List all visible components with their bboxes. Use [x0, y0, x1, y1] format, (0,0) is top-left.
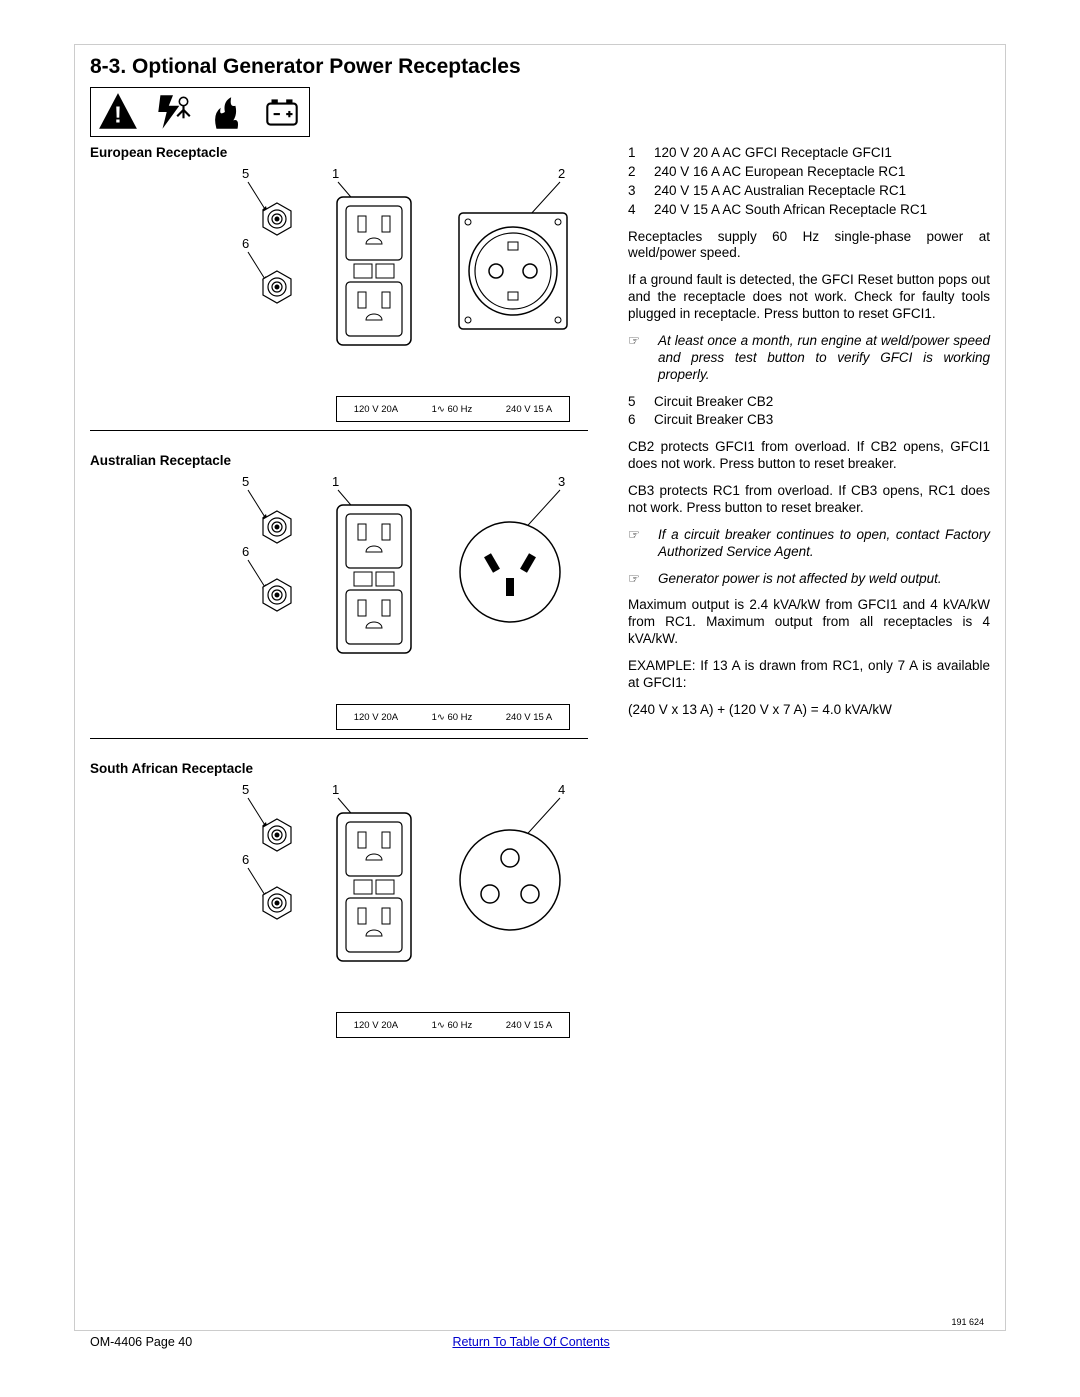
rc1-receptacle-icon [458, 212, 568, 335]
breaker-cb2-icon [260, 510, 294, 549]
receptacle-title: Australian Receptacle [90, 453, 588, 468]
legend-num: 2 [628, 164, 640, 181]
note-monthly-text: At least once a month, run engine at wel… [658, 333, 990, 384]
divider [90, 738, 588, 739]
hazard-battery-icon [261, 91, 303, 133]
legend-num: 6 [628, 412, 640, 429]
legend-text: Circuit Breaker CB2 [654, 394, 773, 411]
part-number: 191 624 [951, 1317, 984, 1327]
breaker-cb2-icon [260, 202, 294, 241]
para-supply: Receptacles supply 60 Hz single-phase po… [628, 229, 990, 263]
svg-text:!: ! [114, 102, 122, 128]
rating-right: 240 V 15 A [506, 712, 552, 723]
legend-text: Circuit Breaker CB3 [654, 412, 773, 429]
para-cb2: CB2 protects GFCI1 from overload. If CB2… [628, 439, 990, 473]
note-breaker: ☞ If a circuit breaker continues to open… [628, 527, 990, 561]
gfci-receptacle-icon [336, 196, 412, 351]
legend-item: 6 Circuit Breaker CB3 [628, 412, 990, 429]
gfci-receptacle-icon [336, 812, 412, 967]
legend-list-1: 1 120 V 20 A AC GFCI Receptacle GFCI1 2 240… [628, 145, 990, 219]
rc1-receptacle-icon [458, 828, 562, 937]
rating-plate: 120 V 20A 1∿ 60 Hz 240 V 15 A [336, 396, 570, 422]
legend-item: 5 Circuit Breaker CB2 [628, 394, 990, 411]
manual-page: 8-3. Optional Generator Power Receptacle… [0, 0, 1080, 1397]
rating-mid: 1∿ 60 Hz [432, 1020, 473, 1031]
legend-item: 3 240 V 15 A AC Australian Receptacle RC1 [628, 183, 990, 200]
receptacle-title: European Receptacle [90, 145, 588, 160]
legend-num: 5 [628, 394, 640, 411]
legend-num: 3 [628, 183, 640, 200]
pointer-icon: ☞ [628, 571, 650, 588]
rating-right: 240 V 15 A [506, 404, 552, 415]
gfci-receptacle-icon [336, 504, 412, 659]
note-monthly: ☞ At least once a month, run engine at w… [628, 333, 990, 384]
rating-left: 120 V 20A [354, 404, 398, 415]
receptacle-title: South African Receptacle [90, 761, 588, 776]
receptacle-diagram: 5 6 1 4 [90, 782, 588, 1012]
receptacle-block: South African Receptacle 5 6 1 4 [90, 761, 588, 1038]
breaker-cb2-icon [260, 818, 294, 857]
footer-pagenum: OM-4406 Page 40 [90, 1335, 192, 1349]
para-formula: (240 V x 13 A) + (120 V x 7 A) = 4.0 kVA… [628, 702, 990, 719]
pointer-icon: ☞ [628, 527, 650, 561]
divider [90, 430, 588, 431]
toc-link[interactable]: Return To Table Of Contents [452, 1335, 609, 1349]
rating-left: 120 V 20A [354, 712, 398, 723]
breaker-cb3-icon [260, 886, 294, 925]
receptacle-diagram: 5 6 1 3 [90, 474, 588, 704]
section-heading: Optional Generator Power Receptacles [132, 55, 521, 78]
legend-item: 1 120 V 20 A AC GFCI Receptacle GFCI1 [628, 145, 990, 162]
legend-item: 2 240 V 16 A AC European Receptacle RC1 [628, 164, 990, 181]
legend-text: 120 V 20 A AC GFCI Receptacle GFCI1 [654, 145, 892, 162]
rating-plate: 120 V 20A 1∿ 60 Hz 240 V 15 A [336, 704, 570, 730]
legend-text: 240 V 15 A AC South African Receptacle R… [654, 202, 927, 219]
content-row: European Receptacle 5 6 1 2 [90, 145, 990, 1060]
para-gfci: If a ground fault is detected, the GFCI … [628, 272, 990, 323]
breaker-cb3-icon [260, 270, 294, 309]
description-column: 1 120 V 20 A AC GFCI Receptacle GFCI1 2 240… [628, 145, 990, 1060]
rating-right: 240 V 15 A [506, 1020, 552, 1031]
hazard-shock-icon [152, 91, 194, 133]
hazard-warning-icon: ! [97, 91, 139, 133]
section-number: 8-3. [90, 55, 126, 78]
footer-spacer [870, 1335, 990, 1349]
warning-icons-row: ! [90, 87, 310, 137]
section-title: 8-3. Optional Generator Power Receptacle… [90, 55, 990, 79]
rating-plate: 120 V 20A 1∿ 60 Hz 240 V 15 A [336, 1012, 570, 1038]
note-weld-text: Generator power is not affected by weld … [658, 571, 942, 588]
legend-list-2: 5 Circuit Breaker CB2 6 Circuit Breaker CB3 [628, 394, 990, 430]
receptacle-block: Australian Receptacle 5 6 1 3 [90, 453, 588, 739]
para-maxout: Maximum output is 2.4 kVA/kW from GFCI1 … [628, 597, 990, 648]
hazard-fire-icon [206, 91, 248, 133]
rating-mid: 1∿ 60 Hz [432, 404, 473, 415]
para-cb3: CB3 protects RC1 from overload. If CB3 o… [628, 483, 990, 517]
diagrams-column: European Receptacle 5 6 1 2 [90, 145, 588, 1060]
legend-text: 240 V 16 A AC European Receptacle RC1 [654, 164, 905, 181]
legend-item: 4 240 V 15 A AC South African Receptacle … [628, 202, 990, 219]
note-breaker-text: If a circuit breaker continues to open, … [658, 527, 990, 561]
rc1-receptacle-icon [458, 520, 562, 629]
legend-num: 1 [628, 145, 640, 162]
pointer-icon: ☞ [628, 333, 650, 384]
page-footer: OM-4406 Page 40 Return To Table Of Conte… [90, 1335, 990, 1349]
note-weld: ☞ Generator power is not affected by wel… [628, 571, 990, 588]
legend-text: 240 V 15 A AC Australian Receptacle RC1 [654, 183, 906, 200]
rating-left: 120 V 20A [354, 1020, 398, 1031]
rating-mid: 1∿ 60 Hz [432, 712, 473, 723]
para-example: EXAMPLE: If 13 A is drawn from RC1, only… [628, 658, 990, 692]
receptacle-diagram: 5 6 1 2 [90, 166, 588, 396]
receptacle-block: European Receptacle 5 6 1 2 [90, 145, 588, 431]
breaker-cb3-icon [260, 578, 294, 617]
legend-num: 4 [628, 202, 640, 219]
